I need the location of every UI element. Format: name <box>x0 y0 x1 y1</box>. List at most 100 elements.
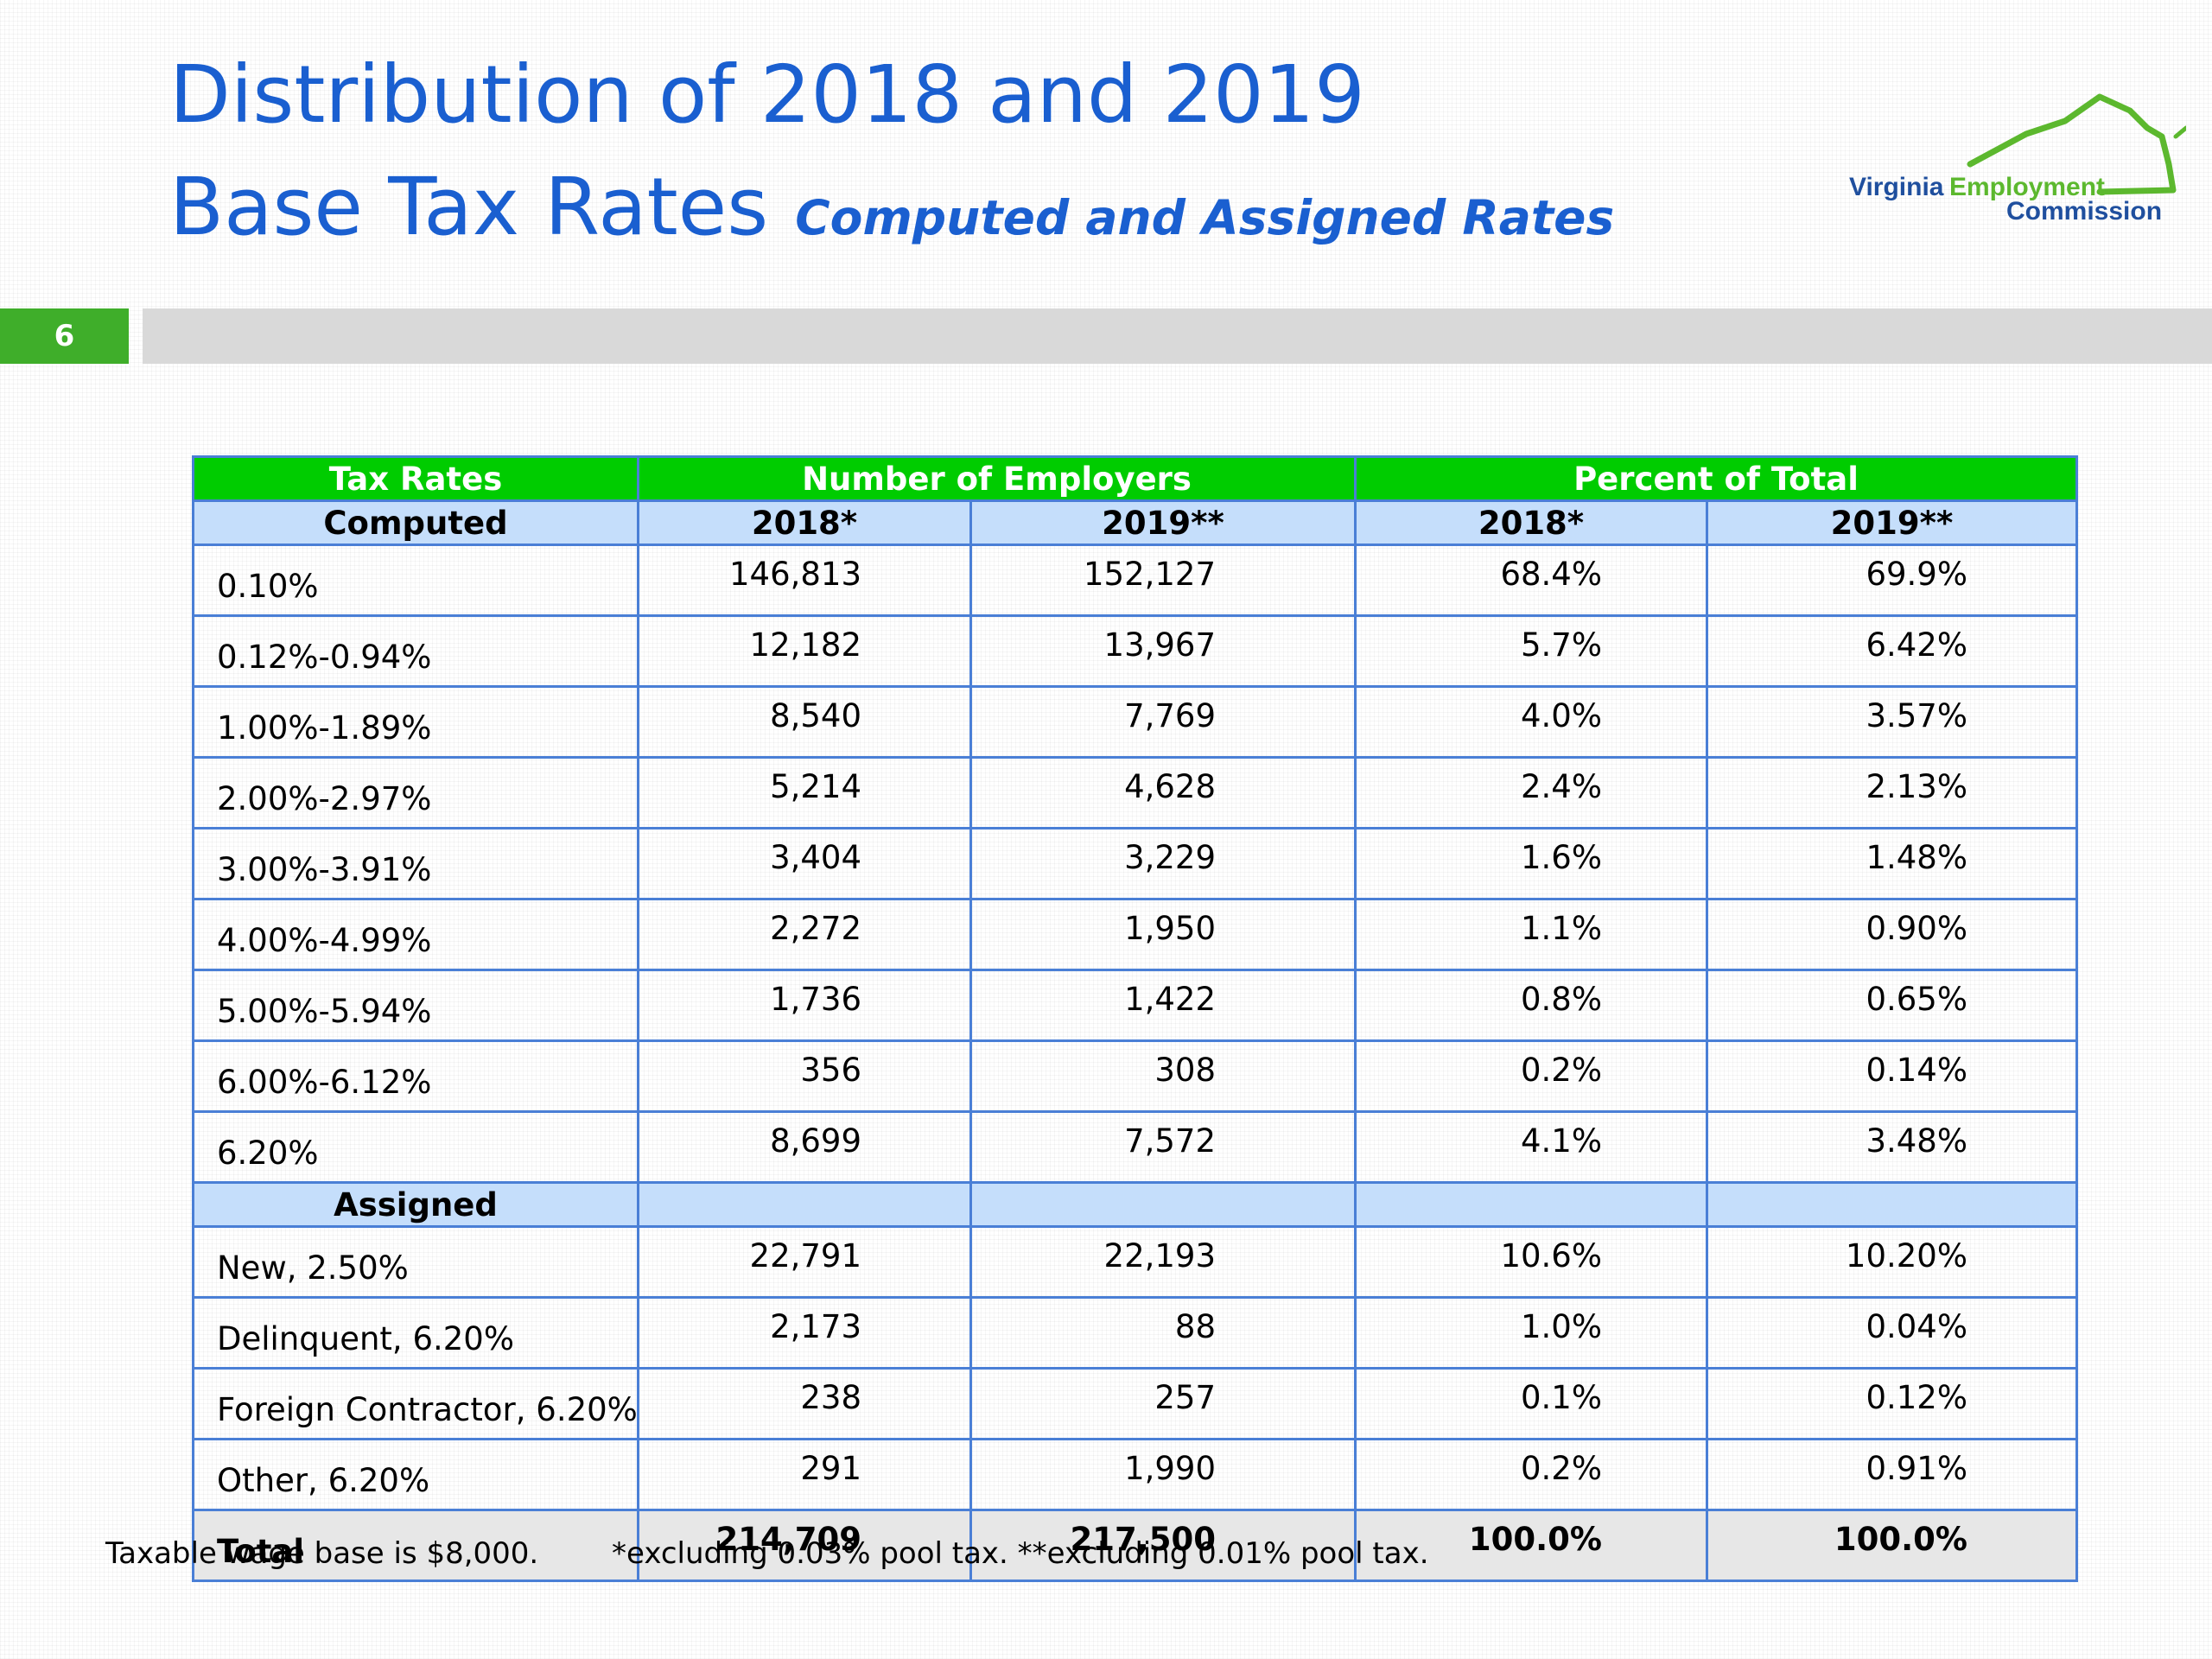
value-cell: 6.42% <box>1706 614 2078 688</box>
table-sub-header-row: Computed 2018* 2019** 2018* 2019** <box>192 499 2078 546</box>
subheader-assigned: Assigned <box>192 1181 639 1228</box>
value-cell: 2,173 <box>637 1296 972 1370</box>
value-cell: 146,813 <box>637 543 972 617</box>
value-cell: 0.1% <box>1354 1367 1708 1440</box>
table-row: 2.00%-2.97% 5,214 4,628 2.4% 2.13% <box>192 756 2078 830</box>
total-value-cell: 217,500 <box>969 1509 1357 1582</box>
value-cell: 2.4% <box>1354 756 1708 830</box>
value-cell: 1.1% <box>1354 898 1708 971</box>
slide-number: 6 <box>0 308 129 364</box>
rate-label-cell: 5.00%-5.94% <box>192 969 639 1042</box>
vec-logo: Virginia Employment Commission <box>1840 86 2186 233</box>
value-cell: 3,404 <box>637 827 972 900</box>
rate-label-cell: 6.00%-6.12% <box>192 1039 639 1113</box>
table-row: 4.00%-4.99% 2,272 1,950 1.1% 0.90% <box>192 898 2078 971</box>
table-row: 0.12%-0.94% 12,182 13,967 5.7% 6.42% <box>192 614 2078 688</box>
value-cell: 2.13% <box>1706 756 2078 830</box>
rate-label-cell: Delinquent, 6.20% <box>192 1296 639 1370</box>
value-cell: 257 <box>969 1367 1357 1440</box>
assigned-section-row: Assigned <box>192 1181 2078 1228</box>
header-percent-of-total: Percent of Total <box>1354 455 2078 502</box>
value-cell: 1,422 <box>969 969 1357 1042</box>
value-cell: 3.48% <box>1706 1110 2078 1184</box>
rate-label-cell: 0.10% <box>192 543 639 617</box>
empty-cell <box>1354 1181 1708 1228</box>
value-cell: 0.91% <box>1706 1438 2078 1511</box>
table-group-header-row: Tax Rates Number of Employers Percent of… <box>192 455 2078 502</box>
rate-label-cell: 1.00%-1.89% <box>192 685 639 759</box>
table-row: 0.10% 146,813 152,127 68.4% 69.9% <box>192 543 2078 617</box>
value-cell: 8,540 <box>637 685 972 759</box>
value-cell: 7,769 <box>969 685 1357 759</box>
rate-label-cell: 4.00%-4.99% <box>192 898 639 971</box>
title-main: Base Tax Rates <box>169 161 769 253</box>
rate-label-cell: Foreign Contractor, 6.20% <box>192 1367 639 1440</box>
value-cell: 68.4% <box>1354 543 1708 617</box>
header-divider-bar <box>143 308 2212 364</box>
value-cell: 308 <box>969 1039 1357 1113</box>
logo-word-commission: Commission <box>2006 197 2163 226</box>
footnote-wage-base: Taxable wage base is $8,000. <box>105 1536 539 1571</box>
value-cell: 0.90% <box>1706 898 2078 971</box>
total-row: Total 214,709 217,500 100.0% 100.0% <box>192 1509 2078 1582</box>
value-cell: 0.65% <box>1706 969 2078 1042</box>
rate-label-cell: New, 2.50% <box>192 1225 639 1299</box>
title-line-2: Base Tax Rates Computed and Assigned Rat… <box>169 156 1614 259</box>
value-cell: 3.57% <box>1706 685 2078 759</box>
value-cell: 152,127 <box>969 543 1357 617</box>
value-cell: 1,736 <box>637 969 972 1042</box>
value-cell: 5,214 <box>637 756 972 830</box>
value-cell: 0.2% <box>1354 1438 1708 1511</box>
virginia-map-icon <box>1967 93 2186 195</box>
value-cell: 2,272 <box>637 898 972 971</box>
value-cell: 88 <box>969 1296 1357 1370</box>
header-number-of-employers: Number of Employers <box>637 455 1357 502</box>
footnote-pool-tax: *excluding 0.03% pool tax. **excluding 0… <box>612 1536 1429 1571</box>
title-line-1: Distribution of 2018 and 2019 <box>169 48 1365 141</box>
rate-label-cell: 0.12%-0.94% <box>192 614 639 688</box>
slide-title: Distribution of 2018 and 2019 Base Tax R… <box>169 43 1614 259</box>
value-cell: 1.0% <box>1354 1296 1708 1370</box>
value-cell: 3,229 <box>969 827 1357 900</box>
rate-label-cell: Other, 6.20% <box>192 1438 639 1511</box>
value-cell: 0.12% <box>1706 1367 2078 1440</box>
table-row: 5.00%-5.94% 1,736 1,422 0.8% 0.65% <box>192 969 2078 1042</box>
table-row: New, 2.50% 22,791 22,193 10.6% 10.20% <box>192 1225 2078 1299</box>
value-cell: 0.2% <box>1354 1039 1708 1113</box>
logo-word-employment: Employment <box>1949 173 2106 201</box>
value-cell: 4,628 <box>969 756 1357 830</box>
value-cell: 22,791 <box>637 1225 972 1299</box>
value-cell: 0.14% <box>1706 1039 2078 1113</box>
header-tax-rates: Tax Rates <box>192 455 639 502</box>
table-row: 6.00%-6.12% 356 308 0.2% 0.14% <box>192 1039 2078 1113</box>
value-cell: 0.04% <box>1706 1296 2078 1370</box>
value-cell: 8,699 <box>637 1110 972 1184</box>
value-cell: 1.6% <box>1354 827 1708 900</box>
subheader-percent-2019: 2019** <box>1706 499 2078 546</box>
value-cell: 69.9% <box>1706 543 2078 617</box>
empty-cell <box>637 1181 972 1228</box>
empty-cell <box>969 1181 1357 1228</box>
value-cell: 1,990 <box>969 1438 1357 1511</box>
logo-word-virginia: Virginia <box>1849 173 1944 201</box>
rate-label-cell: 3.00%-3.91% <box>192 827 639 900</box>
subheader-employers-2018: 2018* <box>637 499 972 546</box>
title-subtitle: Computed and Assigned Rates <box>795 190 1615 245</box>
value-cell: 356 <box>637 1039 972 1113</box>
value-cell: 10.6% <box>1354 1225 1708 1299</box>
value-cell: 7,572 <box>969 1110 1357 1184</box>
value-cell: 1.48% <box>1706 827 2078 900</box>
subheader-computed: Computed <box>192 499 639 546</box>
value-cell: 5.7% <box>1354 614 1708 688</box>
value-cell: 4.0% <box>1354 685 1708 759</box>
table-row: Delinquent, 6.20% 2,173 88 1.0% 0.04% <box>192 1296 2078 1370</box>
table-row: Foreign Contractor, 6.20% 238 257 0.1% 0.12% <box>192 1367 2078 1440</box>
value-cell: 0.8% <box>1354 969 1708 1042</box>
total-value-cell: 214,709 <box>637 1509 972 1582</box>
total-value-cell: 100.0% <box>1354 1509 1708 1582</box>
value-cell: 13,967 <box>969 614 1357 688</box>
table-row: 6.20% 8,699 7,572 4.1% 3.48% <box>192 1110 2078 1184</box>
empty-cell <box>1706 1181 2078 1228</box>
value-cell: 22,193 <box>969 1225 1357 1299</box>
value-cell: 1,950 <box>969 898 1357 971</box>
